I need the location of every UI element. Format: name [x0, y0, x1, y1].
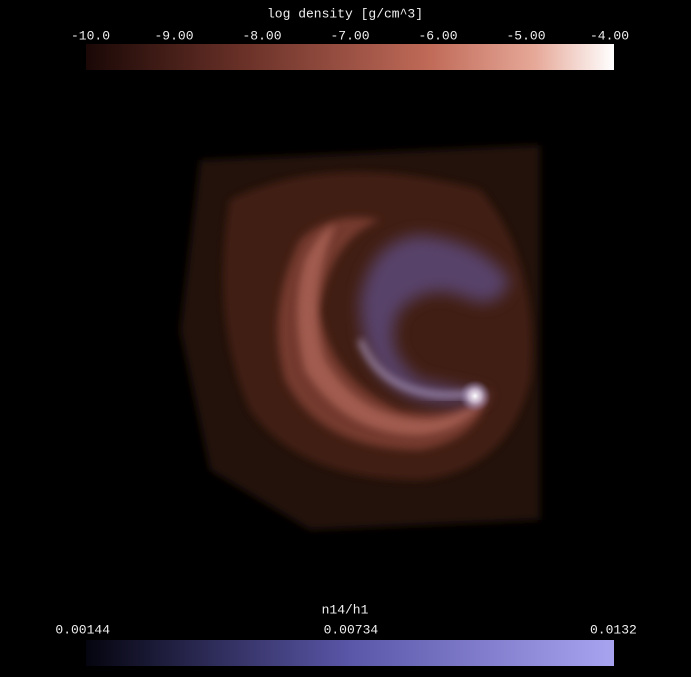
colorbar: log density [g/cm^3] -10.0 -9.00 -8.00 -7.0…	[71, 6, 629, 70]
colorbar-tick-label: -4.00	[590, 28, 629, 43]
colorbar-tick-label: -8.00	[242, 28, 281, 43]
colorbar-tick-label: -9.00	[154, 28, 193, 43]
colorbar: n14/h1 0.00144 0.00734 0.0132	[55, 602, 637, 666]
colorbar-tick-label: -7.00	[330, 28, 369, 43]
colorbar-tick-label: 0.0132	[590, 622, 637, 637]
colorbar-tick-label: -5.00	[506, 28, 545, 43]
nebula	[180, 145, 540, 530]
colorbar-title: n14/h1	[322, 602, 369, 617]
colorbar-tick-label: 0.00144	[55, 622, 110, 637]
colorbar-gradient	[86, 640, 614, 666]
colorbar-tick-label: 0.00734	[324, 622, 379, 637]
colorbar-tick-label: -6.00	[418, 28, 457, 43]
colorbar-gradient	[86, 44, 614, 70]
colorbar-tick-label: -10.0	[71, 28, 110, 43]
colorbar-title: log density [g/cm^3]	[267, 6, 423, 21]
